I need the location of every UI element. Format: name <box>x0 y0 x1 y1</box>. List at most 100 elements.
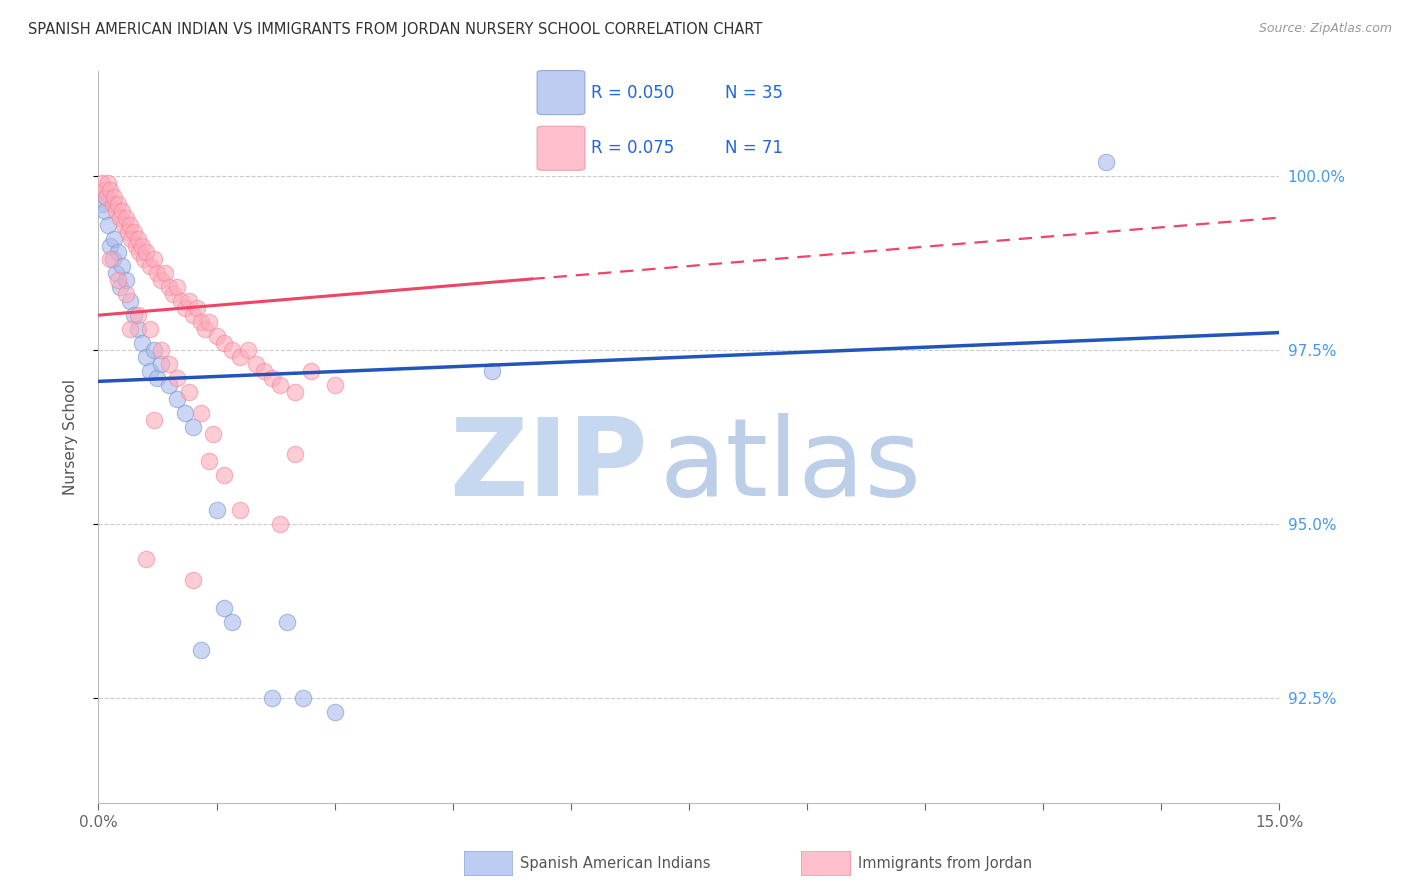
Point <box>214 336 236 351</box>
Text: atlas: atlas <box>659 413 921 519</box>
Point <box>170 294 193 309</box>
Point <box>138 260 160 274</box>
Point <box>127 322 149 336</box>
Point <box>107 273 129 287</box>
Point <box>91 196 114 211</box>
Point <box>177 384 200 399</box>
Point <box>150 357 173 371</box>
Point <box>269 517 291 532</box>
Point <box>197 454 219 468</box>
Text: Spanish American Indians: Spanish American Indians <box>520 856 710 871</box>
Point <box>1095 155 1118 169</box>
Point <box>117 225 139 239</box>
Point <box>157 357 180 371</box>
Point <box>194 322 217 336</box>
Point <box>299 364 322 378</box>
Point <box>91 176 114 190</box>
Point <box>115 211 138 225</box>
Text: N = 71: N = 71 <box>725 139 783 157</box>
Point <box>323 705 346 719</box>
Text: R = 0.075: R = 0.075 <box>591 139 673 157</box>
Point <box>181 419 204 434</box>
Point <box>111 203 134 218</box>
Point <box>118 322 141 336</box>
Point <box>107 196 129 211</box>
Point <box>253 364 276 378</box>
Point <box>245 357 267 371</box>
Point <box>166 392 188 406</box>
Point <box>155 266 177 280</box>
Point <box>323 377 346 392</box>
Point <box>162 287 184 301</box>
Point <box>260 691 283 706</box>
Text: Immigrants from Jordan: Immigrants from Jordan <box>858 856 1032 871</box>
Point <box>103 231 125 245</box>
Point <box>96 190 118 204</box>
Point <box>125 238 148 252</box>
FancyBboxPatch shape <box>464 851 513 876</box>
Point <box>97 176 120 190</box>
Point <box>110 280 132 294</box>
Point <box>214 468 236 483</box>
FancyBboxPatch shape <box>537 126 585 170</box>
Point <box>104 203 127 218</box>
Point <box>93 183 115 197</box>
Point <box>150 273 173 287</box>
Point <box>269 377 291 392</box>
Point <box>135 552 157 566</box>
Point <box>205 329 228 343</box>
Point <box>201 426 224 441</box>
Point <box>138 322 160 336</box>
Point <box>98 183 121 197</box>
Text: ZIP: ZIP <box>449 413 648 519</box>
Point <box>260 371 283 385</box>
Point <box>101 196 124 211</box>
Point <box>107 245 129 260</box>
Point <box>150 343 173 357</box>
Point <box>481 364 503 378</box>
Point <box>131 336 153 351</box>
Point <box>135 350 157 364</box>
Point <box>142 252 165 267</box>
Point <box>166 371 188 385</box>
Point <box>205 503 228 517</box>
Point <box>110 211 132 225</box>
Point <box>229 503 252 517</box>
Point <box>97 218 120 232</box>
Y-axis label: Nursery School: Nursery School <box>63 379 77 495</box>
Point <box>127 231 149 245</box>
Point <box>292 691 315 706</box>
Point <box>112 218 135 232</box>
Point <box>111 260 134 274</box>
Point <box>174 406 197 420</box>
Point <box>121 231 143 245</box>
Point <box>214 600 236 615</box>
Point <box>142 343 165 357</box>
Point <box>186 301 208 316</box>
FancyBboxPatch shape <box>801 851 851 876</box>
Point <box>174 301 197 316</box>
Point <box>115 273 138 287</box>
Point <box>122 225 145 239</box>
Point <box>190 642 212 657</box>
Point <box>98 238 121 252</box>
Point <box>229 350 252 364</box>
Point <box>190 406 212 420</box>
Point <box>221 615 243 629</box>
Text: N = 35: N = 35 <box>725 84 783 102</box>
Point <box>236 343 259 357</box>
Point <box>118 218 141 232</box>
Point <box>96 190 118 204</box>
Point <box>197 315 219 329</box>
Point <box>146 266 169 280</box>
Text: Source: ZipAtlas.com: Source: ZipAtlas.com <box>1258 22 1392 36</box>
Point <box>177 294 200 309</box>
Point <box>122 308 145 322</box>
Point <box>146 371 169 385</box>
Point <box>221 343 243 357</box>
Point <box>284 384 307 399</box>
Point <box>181 573 204 587</box>
Point <box>157 280 180 294</box>
Point <box>98 252 121 267</box>
Point <box>276 615 298 629</box>
